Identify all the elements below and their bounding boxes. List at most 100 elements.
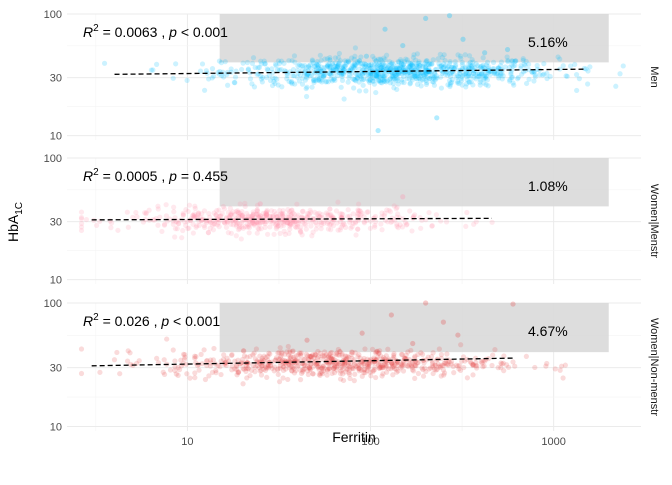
data-point bbox=[401, 64, 407, 70]
data-point bbox=[228, 212, 234, 218]
data-point bbox=[411, 368, 417, 374]
data-point bbox=[391, 65, 397, 71]
data-point bbox=[377, 78, 383, 84]
data-point bbox=[416, 65, 422, 71]
data-point bbox=[297, 72, 303, 78]
data-point bbox=[361, 69, 368, 76]
data-point bbox=[399, 71, 405, 77]
data-point bbox=[543, 363, 549, 369]
data-point bbox=[280, 375, 286, 381]
data-point bbox=[437, 51, 443, 57]
data-point bbox=[255, 211, 261, 218]
data-point bbox=[381, 66, 387, 72]
data-point bbox=[334, 367, 340, 373]
data-point bbox=[526, 66, 532, 73]
data-point bbox=[376, 61, 382, 68]
data-point bbox=[329, 78, 335, 84]
data-point bbox=[254, 219, 260, 225]
data-point bbox=[317, 69, 324, 75]
data-point bbox=[348, 65, 355, 71]
data-point bbox=[444, 72, 451, 78]
data-point bbox=[288, 207, 295, 213]
data-point bbox=[377, 353, 384, 359]
data-point bbox=[367, 77, 373, 83]
data-point bbox=[342, 58, 348, 64]
data-point bbox=[424, 62, 430, 68]
data-point bbox=[250, 211, 256, 218]
data-point bbox=[401, 362, 407, 368]
data-point bbox=[269, 66, 275, 72]
data-point bbox=[191, 211, 197, 217]
data-point bbox=[498, 59, 505, 65]
data-point bbox=[430, 75, 436, 81]
data-point bbox=[404, 363, 410, 369]
data-point bbox=[321, 220, 327, 226]
data-point bbox=[392, 66, 398, 72]
data-point bbox=[428, 61, 435, 67]
data-point bbox=[421, 76, 427, 82]
data-point bbox=[400, 368, 407, 374]
data-point bbox=[334, 352, 341, 358]
data-point bbox=[261, 357, 267, 364]
data-point bbox=[287, 223, 293, 229]
data-point bbox=[476, 73, 482, 80]
data-point bbox=[346, 371, 353, 378]
data-point bbox=[167, 216, 173, 222]
data-point bbox=[286, 361, 292, 367]
data-point bbox=[274, 67, 281, 73]
data-point bbox=[345, 59, 351, 65]
data-point bbox=[212, 221, 218, 227]
data-point bbox=[186, 225, 192, 231]
data-point bbox=[391, 365, 397, 372]
data-point bbox=[485, 83, 491, 89]
data-point bbox=[239, 208, 245, 215]
trend-line bbox=[114, 68, 586, 75]
data-point bbox=[288, 79, 294, 85]
data-point bbox=[78, 214, 85, 221]
data-point bbox=[419, 351, 426, 357]
data-point bbox=[266, 350, 272, 356]
outlier-point bbox=[423, 300, 429, 306]
data-point bbox=[101, 60, 108, 66]
data-point bbox=[438, 74, 444, 80]
data-point bbox=[356, 58, 363, 64]
data-point bbox=[391, 354, 397, 360]
data-point bbox=[466, 79, 472, 86]
data-point bbox=[376, 56, 382, 62]
data-point bbox=[374, 74, 380, 80]
data-point bbox=[297, 367, 303, 373]
data-point bbox=[387, 76, 393, 82]
data-point bbox=[413, 75, 419, 81]
data-point bbox=[378, 79, 384, 86]
data-point bbox=[240, 225, 246, 231]
data-point bbox=[142, 210, 148, 216]
data-point bbox=[338, 224, 344, 230]
data-point bbox=[171, 204, 177, 210]
data-point bbox=[223, 362, 229, 369]
data-point bbox=[279, 210, 285, 217]
data-point bbox=[218, 371, 224, 378]
data-point bbox=[412, 74, 418, 80]
data-point bbox=[192, 375, 198, 381]
data-point bbox=[213, 370, 219, 376]
data-point bbox=[394, 76, 400, 82]
data-point bbox=[325, 226, 332, 232]
data-point bbox=[325, 63, 331, 69]
data-point bbox=[337, 349, 343, 355]
data-point bbox=[317, 213, 323, 220]
data-point bbox=[361, 366, 367, 373]
data-point bbox=[327, 55, 333, 61]
data-point bbox=[211, 210, 217, 216]
data-point bbox=[389, 364, 396, 370]
data-point bbox=[347, 375, 353, 382]
data-point bbox=[417, 62, 423, 69]
data-point bbox=[264, 207, 270, 213]
data-point bbox=[356, 207, 363, 213]
data-point bbox=[206, 76, 212, 82]
data-point bbox=[249, 220, 255, 226]
data-point bbox=[251, 221, 258, 227]
data-point bbox=[326, 61, 332, 67]
data-point bbox=[381, 73, 387, 79]
data-point bbox=[513, 58, 519, 64]
data-point bbox=[398, 61, 405, 67]
